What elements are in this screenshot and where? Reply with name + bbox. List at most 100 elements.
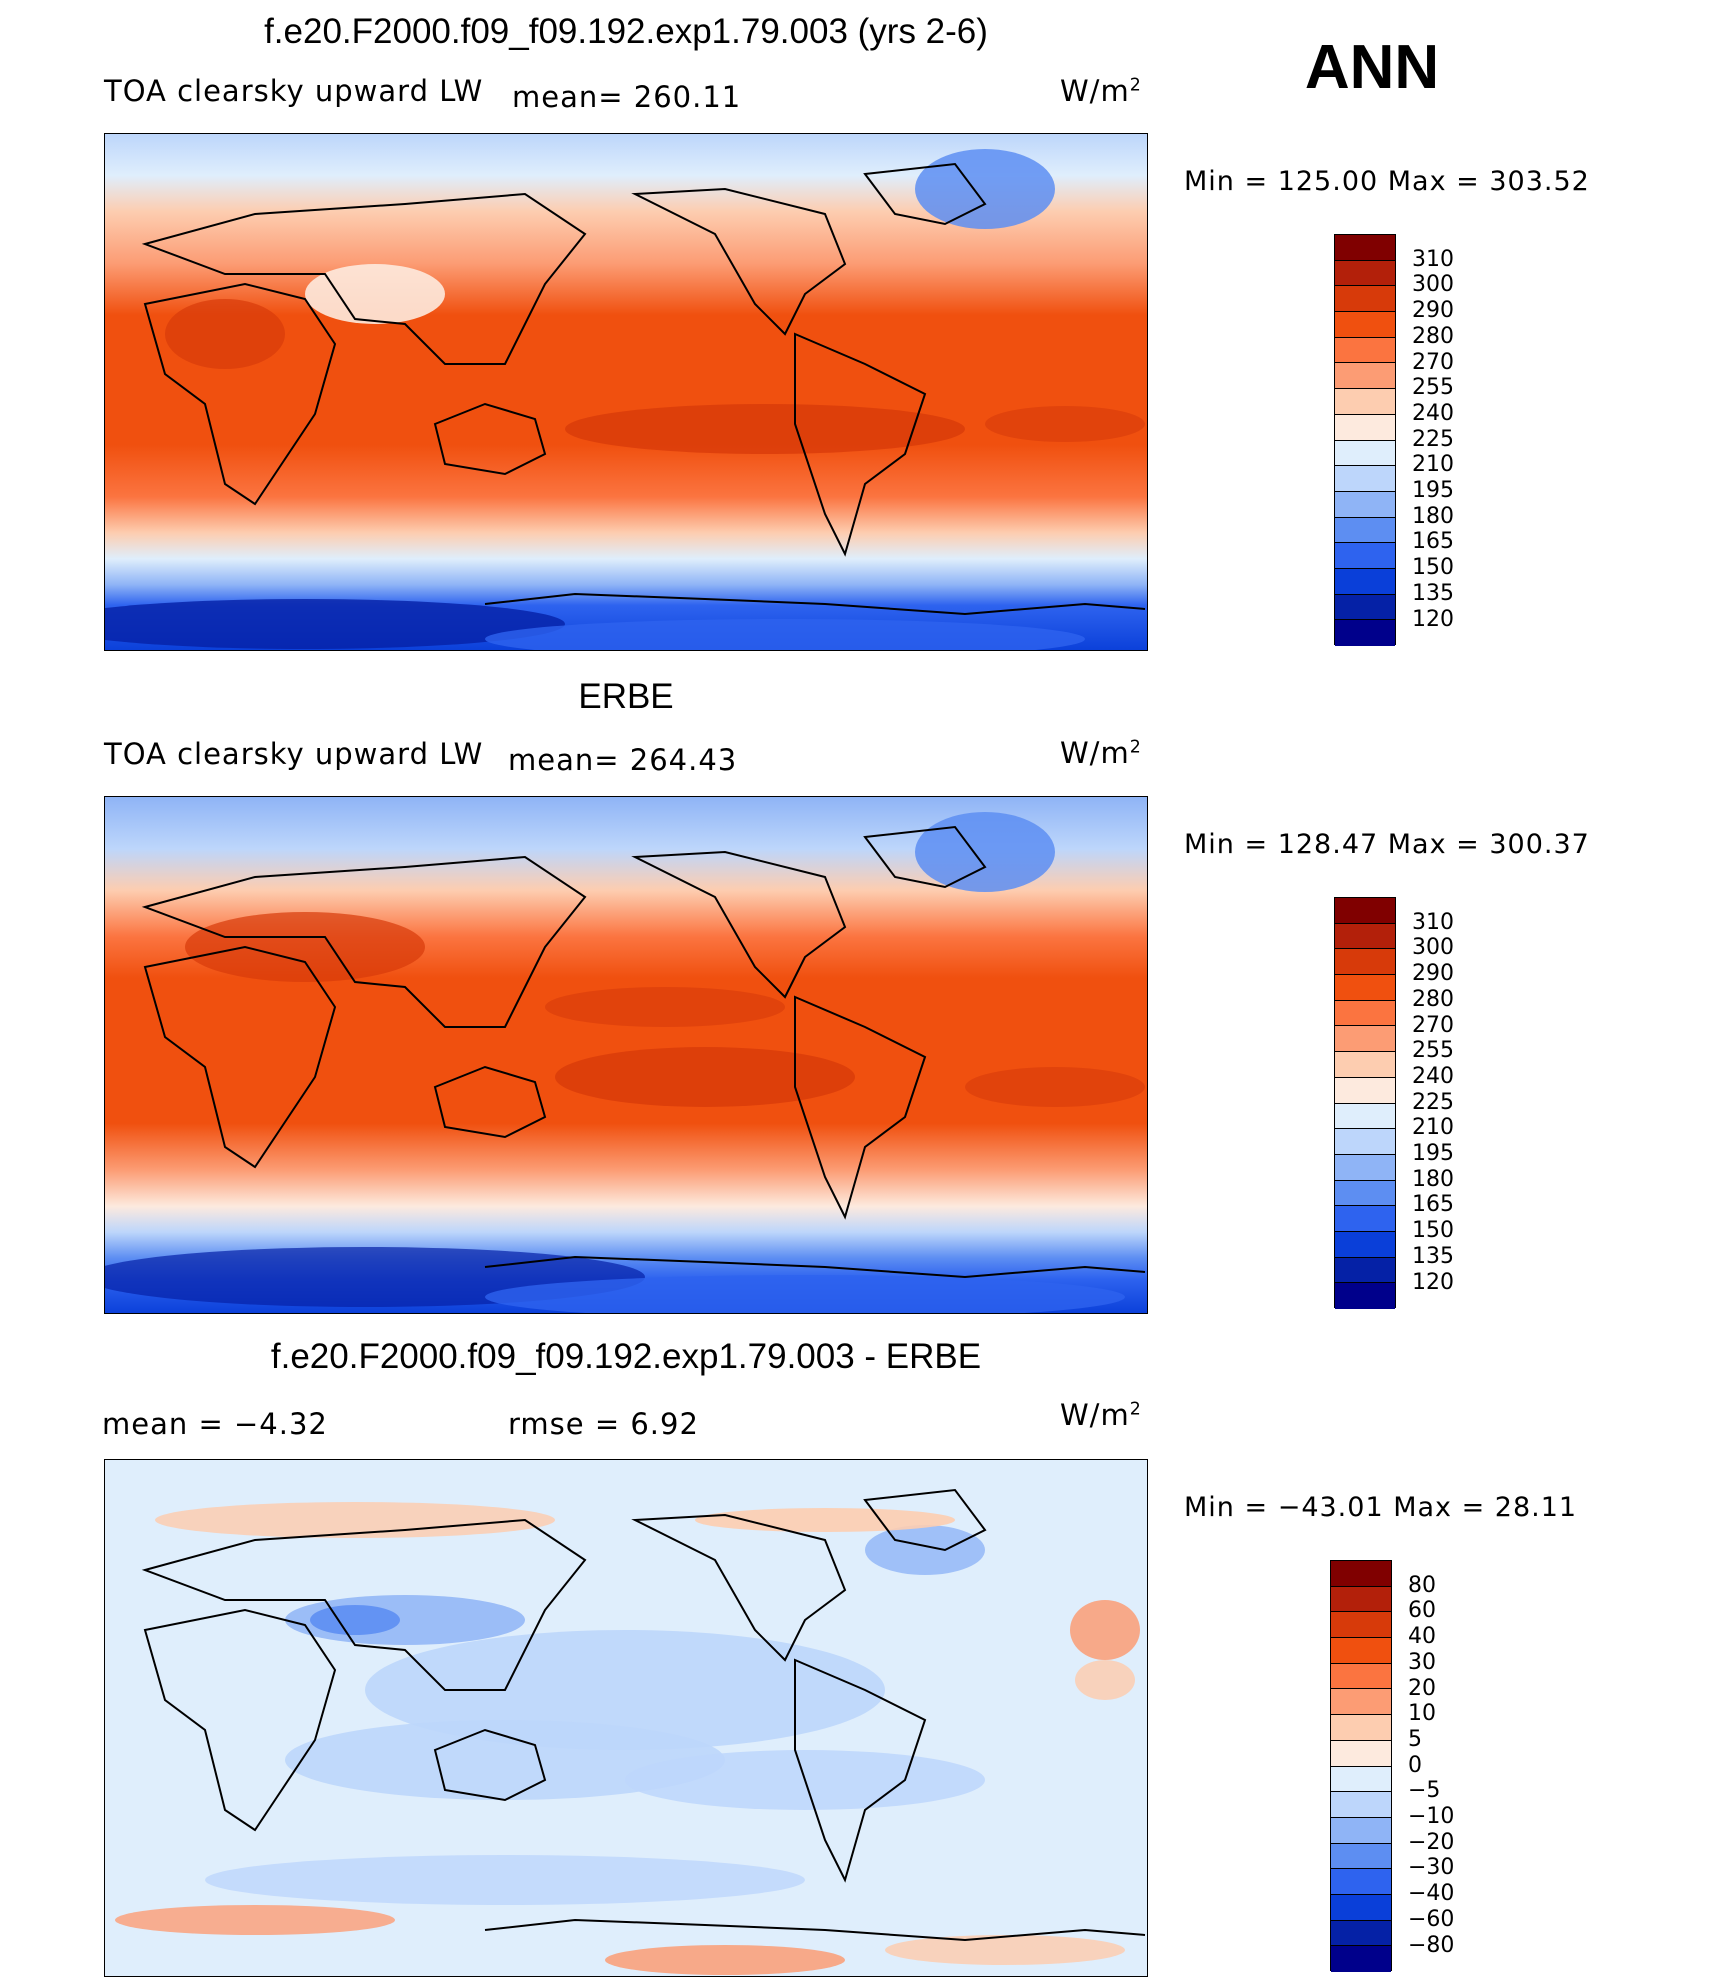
colorbar-swatch: [1335, 235, 1395, 261]
panel2-title: ERBE: [578, 677, 674, 716]
colorbar-tick-label: 60: [1408, 1598, 1436, 1624]
colorbar-swatch: [1331, 1663, 1391, 1690]
colorbar-tick-label: 300: [1412, 935, 1454, 961]
colorbar-tick-label: −30: [1408, 1855, 1455, 1881]
colorbar-swatch: [1335, 975, 1395, 1001]
colorbar-swatch: [1331, 1946, 1391, 1972]
colorbar-tick-label: 180: [1412, 1166, 1454, 1192]
colorbar-tick-label: 225: [1412, 426, 1454, 452]
colorbar-swatch: [1335, 1077, 1395, 1104]
colorbar-swatch: [1331, 1869, 1391, 1895]
colorbar-swatch: [1331, 1920, 1391, 1947]
colorbar-swatch: [1335, 517, 1395, 544]
colorbar-swatch: [1335, 1154, 1395, 1181]
colorbar-tick-label: 80: [1408, 1572, 1436, 1598]
panel2-minmax-label: Min = 128.47 Max = 300.37: [1184, 829, 1590, 860]
colorbar-tick-label: −10: [1408, 1804, 1455, 1829]
colorbar-swatch: [1335, 414, 1395, 441]
colorbar-swatch: [1335, 440, 1395, 467]
colorbar-tick-label: 40: [1408, 1624, 1436, 1650]
colorbar-tick-label: −40: [1408, 1881, 1455, 1907]
panel1-units-label: W/m2: [1060, 74, 1142, 108]
colorbar-tick-label: 280: [1412, 323, 1454, 349]
colorbar-swatch: [1331, 1715, 1391, 1741]
colorbar-tick-label: 240: [1412, 400, 1454, 426]
colorbar-swatch: [1331, 1689, 1391, 1716]
colorbar-tick-label: 150: [1412, 1218, 1454, 1244]
panel3-units-label: W/m2: [1060, 1398, 1142, 1432]
colorbar-swatch: [1331, 1792, 1391, 1818]
colorbar-swatch: [1335, 337, 1395, 364]
colorbar-swatch: [1335, 1257, 1395, 1284]
colorbar-tick-label: 280: [1412, 986, 1454, 1012]
colorbar-swatch: [1331, 1766, 1391, 1793]
colorbar-swatch: [1335, 1052, 1395, 1078]
colorbar-tick-label: 180: [1412, 503, 1454, 529]
panel2-variable-label: TOA clearsky upward LW: [104, 737, 484, 771]
colorbar-tick-label: 165: [1412, 1192, 1454, 1218]
colorbar-tick-label: 0: [1408, 1752, 1422, 1778]
colorbar-tick-label: 195: [1412, 1141, 1454, 1166]
colorbar-swatch: [1335, 923, 1395, 950]
colorbar-swatch: [1335, 1180, 1395, 1207]
colorbar-swatch: [1335, 1000, 1395, 1027]
panel2-mean-label: mean= 264.43: [508, 743, 738, 777]
colorbar-tick-label: 210: [1412, 452, 1454, 478]
colorbar-swatch: [1331, 1894, 1391, 1921]
colorbar-tick-label: 240: [1412, 1063, 1454, 1089]
colorbar-tick-label: 120: [1412, 606, 1454, 632]
colorbar-swatch: [1331, 1843, 1391, 1870]
colorbar-swatch: [1335, 594, 1395, 621]
colorbar-swatch: [1335, 1103, 1395, 1130]
colorbar-swatch: [1335, 260, 1395, 287]
colorbar-swatch: [1335, 389, 1395, 415]
colorbar-swatch: [1331, 1586, 1391, 1613]
panel3-minmax-label: Min = −43.01 Max = 28.11: [1184, 1492, 1578, 1523]
colorbar-tick-label: 5: [1408, 1726, 1422, 1752]
colorbar-tick-label: 10: [1408, 1701, 1436, 1727]
colorbar-tick-label: −5: [1408, 1778, 1441, 1804]
panel3-title: f.e20.F2000.f09_f09.192.exp1.79.003 - ER…: [270, 1337, 982, 1376]
panel2-units-label: W/m2: [1060, 736, 1142, 770]
colorbar-swatch: [1331, 1561, 1391, 1587]
colorbar-tick-label: 150: [1412, 555, 1454, 581]
colorbar-swatch: [1335, 312, 1395, 338]
panel2-field: [105, 797, 1147, 1313]
colorbar-swatch: [1331, 1612, 1391, 1639]
panel3-mean-label: mean = −4.32: [102, 1407, 328, 1441]
panel1-title: f.e20.F2000.f09_f09.192.exp1.79.003 (yrs…: [264, 12, 988, 51]
colorbar-tick-label: 270: [1412, 349, 1454, 375]
colorbar-swatch: [1335, 1231, 1395, 1258]
colorbar-tick-label: 255: [1412, 1038, 1454, 1064]
colorbar-tick-label: 300: [1412, 272, 1454, 298]
colorbar-tick-label: 20: [1408, 1675, 1436, 1701]
colorbar-swatch: [1335, 568, 1395, 595]
colorbar-swatch: [1335, 466, 1395, 492]
colorbar-swatch: [1335, 363, 1395, 390]
panel1-minmax-label: Min = 125.00 Max = 303.52: [1184, 166, 1590, 197]
colorbar-tick-label: 290: [1412, 298, 1454, 324]
panel3-colorbar: [1330, 1560, 1392, 1972]
colorbar-swatch: [1335, 286, 1395, 313]
colorbar-tick-label: 165: [1412, 529, 1454, 555]
colorbar-tick-label: 30: [1408, 1649, 1436, 1675]
colorbar-tick-label: 120: [1412, 1269, 1454, 1295]
colorbar-tick-label: 210: [1412, 1115, 1454, 1141]
colorbar-swatch: [1335, 1129, 1395, 1155]
colorbar-swatch: [1331, 1638, 1391, 1664]
panel3-rmse-label: rmse = 6.92: [508, 1407, 699, 1441]
colorbar-swatch: [1335, 543, 1395, 569]
colorbar-swatch: [1331, 1817, 1391, 1844]
panel2-map: [104, 796, 1148, 1314]
colorbar-swatch: [1335, 620, 1395, 646]
colorbar-tick-label: 290: [1412, 961, 1454, 987]
colorbar-swatch: [1331, 1740, 1391, 1767]
colorbar-tick-label: 135: [1412, 580, 1454, 606]
colorbar-swatch: [1335, 949, 1395, 976]
colorbar-tick-label: 270: [1412, 1012, 1454, 1038]
colorbar-swatch: [1335, 491, 1395, 518]
colorbar-tick-label: −20: [1408, 1829, 1455, 1855]
colorbar-tick-label: 310: [1412, 909, 1454, 935]
panel1-mean-label: mean= 260.11: [512, 80, 742, 114]
panel1-field: [105, 134, 1147, 650]
